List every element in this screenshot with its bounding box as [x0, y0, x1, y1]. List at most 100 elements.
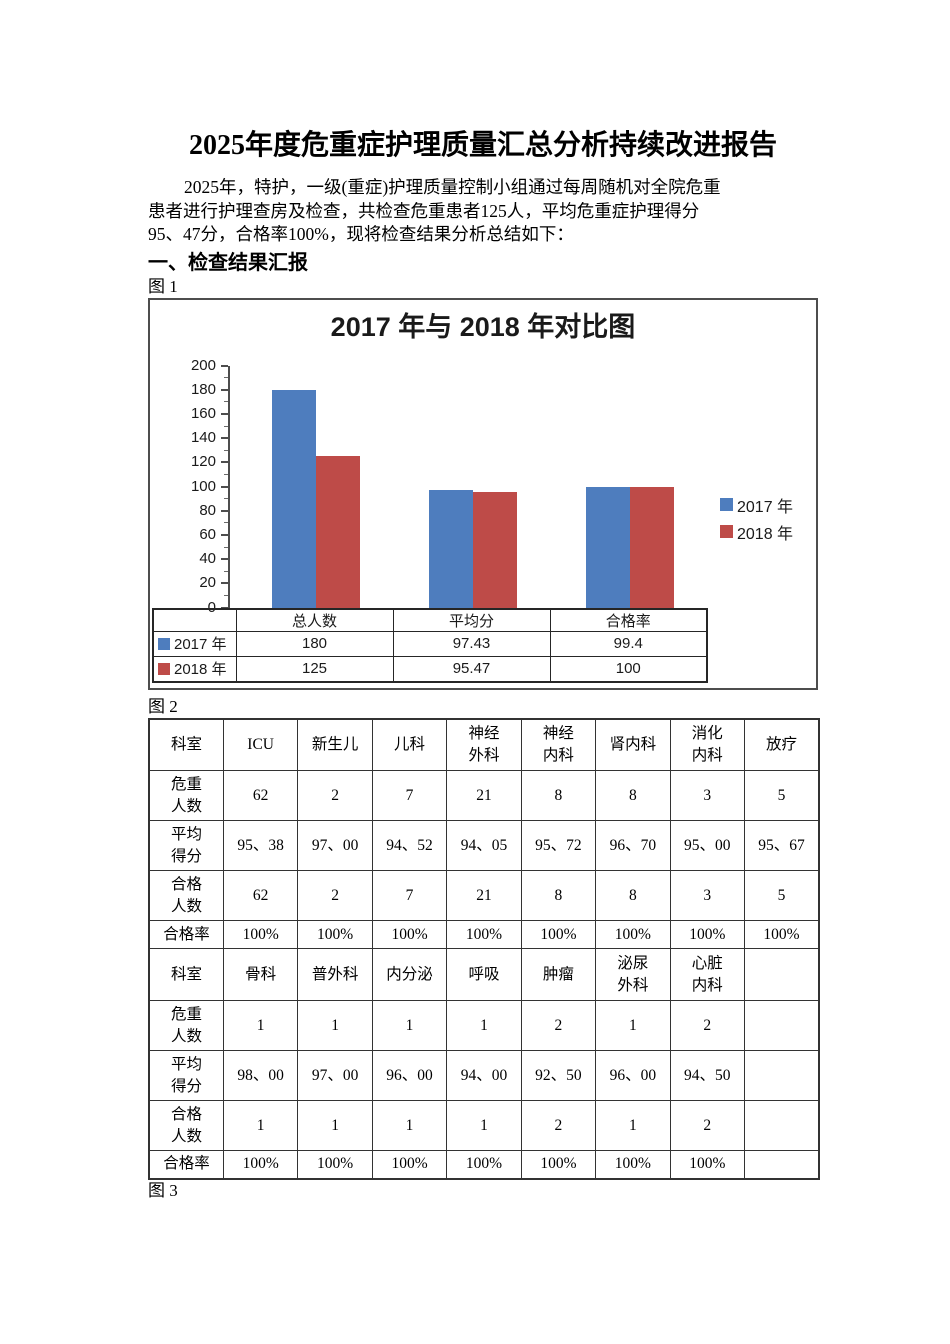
y-axis-minor-tick	[224, 546, 228, 548]
paragraph-line-1: 2025年，特护，一级(重症)护理质量控制小组通过每周随机对全院危重	[184, 177, 721, 197]
section-heading: 一、检查结果汇报	[148, 251, 308, 274]
series-name-label: 2017 年	[174, 636, 227, 653]
figure1-label: 图 1	[148, 276, 178, 296]
bar-2017 年-平均分	[428, 489, 473, 608]
table-cell: 1	[297, 1000, 373, 1051]
table-cell: 21	[446, 870, 522, 921]
table-row: 平均 得分 98、00 97、00 96、00 94、00 92、50 96、00 94、50	[148, 1050, 820, 1101]
table-cell: 1	[222, 1100, 299, 1151]
table-cell: 5	[743, 870, 820, 921]
table-corner-cell: 科室	[148, 948, 224, 1001]
department-table: 科室 ICU 新生儿 儿科 神经 外科 神经 内科 肾内科 消化 内科 放疗 危重 人数 62 2 7 2…	[148, 717, 820, 1180]
table-column-header: 骨科	[222, 948, 299, 1001]
table-row: 合格率 100% 100% 100% 100% 100% 100% 100%	[148, 1150, 820, 1179]
table-row-label: 合格率	[148, 920, 224, 949]
y-axis-tick	[221, 558, 228, 561]
figure3-label: 图 3	[148, 1180, 178, 1200]
table-cell: 21	[446, 770, 522, 821]
table-cell: 94、05	[446, 820, 522, 871]
table-cell: 2	[669, 1000, 746, 1051]
y-axis-tick	[221, 485, 228, 488]
chart-table-corner-spacer	[153, 609, 236, 632]
table-cell: 62	[222, 870, 299, 921]
table-cell: 100%	[520, 1150, 597, 1179]
table-cell: 96、70	[595, 820, 671, 871]
table-row: 合格 人数 62 2 7 21 8 8 3 5	[148, 870, 820, 921]
table-cell: 62	[222, 770, 299, 821]
table-cell: 100%	[743, 920, 820, 949]
table-cell: 100%	[222, 1150, 299, 1179]
table-cell: 2	[520, 1000, 597, 1051]
y-axis-minor-tick	[224, 522, 228, 524]
paragraph-line-3: 95、47分，合格率100%，现将检查结果分析总结如下：	[148, 224, 574, 244]
table-column-header: ICU	[222, 718, 299, 771]
table-row-label: 平均 得分	[148, 820, 224, 871]
paragraph-line-2: 患者进行护理查房及检查，共检查危重患者125人，平均危重症护理得分	[148, 200, 700, 221]
table-cell	[743, 1100, 820, 1151]
table-cell: 8	[595, 770, 671, 821]
table-cell	[743, 1050, 820, 1101]
table-cell: 98、00	[222, 1050, 299, 1101]
table-row-label: 危重 人数	[148, 1000, 224, 1051]
legend-key-swatch	[158, 638, 170, 650]
table-cell: 1	[595, 1100, 671, 1151]
bar-2018 年-总人数	[315, 456, 360, 608]
y-axis-label: 160	[190, 404, 216, 422]
table-cell: 94、50	[669, 1050, 746, 1101]
y-axis-minor-tick	[224, 449, 228, 451]
y-axis-label: 60	[199, 525, 216, 543]
table-row-label: 合格 人数	[148, 1100, 224, 1151]
bar-2018 年-合格率	[629, 486, 674, 608]
table-cell: 100%	[297, 920, 373, 949]
table-cell: 100%	[595, 1150, 671, 1179]
chart-legend: 2017 年 2018 年	[720, 494, 793, 548]
table-column-header: 呼吸	[446, 948, 522, 1001]
y-axis-tick	[221, 437, 228, 440]
legend-key-swatch	[158, 663, 170, 676]
table-cell: 96、00	[371, 1050, 448, 1101]
table-header-row: 科室 ICU 新生儿 儿科 神经 外科 神经 内科 肾内科 消化 内科 放疗	[148, 718, 820, 771]
chart-table-value-cell: 100	[549, 655, 708, 683]
table-cell: 1	[595, 1000, 671, 1051]
table-cell: 1	[371, 1000, 448, 1051]
table-column-header: 普外科	[297, 948, 373, 1001]
legend-key-swatch	[720, 498, 733, 511]
y-axis-tick	[221, 412, 228, 415]
table-row: 合格 人数 1 1 1 1 2 1 2	[148, 1100, 820, 1151]
table-cell: 3	[669, 870, 746, 921]
table-row-label: 合格 人数	[148, 870, 224, 921]
table-cell: 2	[297, 870, 373, 921]
y-axis-minor-tick	[224, 425, 228, 427]
y-axis-label: 40	[199, 550, 216, 568]
y-axis-label: 140	[190, 429, 216, 447]
chart-table-series-row: 2017 年 180 97.43 99.4	[152, 630, 708, 657]
chart-table-category-cell: 平均分	[392, 608, 551, 632]
y-axis-tick	[221, 533, 228, 536]
y-axis-label: 120	[190, 453, 216, 471]
table-cell: 100%	[446, 1150, 522, 1179]
table-corner-cell: 科室	[148, 718, 224, 771]
table-cell: 5	[743, 770, 820, 821]
chart-table-value-cell: 125	[235, 655, 394, 683]
y-axis-minor-tick	[224, 401, 228, 403]
chart-table-category-row: 总人数 平均分 合格率	[153, 608, 708, 632]
legend-key-swatch	[720, 525, 733, 538]
table-cell: 8	[520, 870, 597, 921]
series-name-label: 2018 年	[174, 661, 227, 679]
table-cell: 8	[595, 870, 671, 921]
page-content: 2025年度危重症护理质量汇总分析持续改进报告 2025年，特护，一级(重症)护…	[148, 0, 820, 1202]
table-cell: 8	[520, 770, 597, 821]
intro-paragraph: 2025年，特护，一级(重症)护理质量控制小组通过每周随机对全院危重 患者进行护…	[148, 176, 818, 247]
table-cell: 100%	[520, 920, 597, 949]
table-cell: 95、67	[743, 820, 820, 871]
legend-item: 2017 年	[720, 494, 793, 516]
y-axis-minor-tick	[224, 377, 228, 379]
table-cell: 95、72	[520, 820, 597, 871]
table-column-header: 神经 外科	[446, 718, 522, 771]
table-cell: 94、52	[371, 820, 448, 871]
chart-table-value-cell: 180	[235, 630, 394, 657]
legend-item-label: 2018 年	[737, 525, 794, 543]
chart-table-value-cell: 99.4	[549, 630, 708, 657]
table-cell: 1	[222, 1000, 299, 1051]
bar-2017 年-总人数	[271, 389, 316, 608]
